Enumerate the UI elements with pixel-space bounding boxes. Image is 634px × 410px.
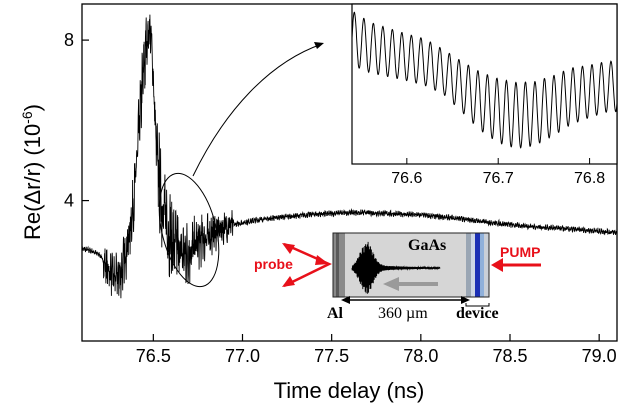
propagation-arrow-head <box>383 277 399 291</box>
al-label: Al <box>327 305 344 322</box>
x-tick-label: 77.0 <box>225 346 260 366</box>
zoom-arrow-head <box>314 42 324 49</box>
device-layer-2 <box>471 233 475 297</box>
pump-label: PUMP <box>500 244 540 260</box>
probe-arrow-top <box>282 243 295 254</box>
device-bracket <box>465 303 490 307</box>
y-axis-label: Re(Δr/r) (10-6) <box>19 104 45 240</box>
x-tick-label: 76.5 <box>136 346 171 366</box>
sample-outline <box>332 232 490 298</box>
main-plot-frame <box>81 3 618 342</box>
y-axis-exponent: -6 <box>19 111 35 124</box>
inset-x-tick-label: 76.6 <box>391 170 422 187</box>
inset-trace-group <box>351 11 618 149</box>
probe-label: probe <box>254 256 293 272</box>
device-layer-1 <box>466 233 471 297</box>
thickness-label: 360 µm <box>378 305 428 322</box>
inset-axes: 76.6 76.7 76.8 <box>391 158 605 187</box>
inset-x-tick-label: 76.7 <box>483 170 514 187</box>
device-layer-3 <box>475 233 480 297</box>
gaas-label: GaAs <box>408 237 446 254</box>
device-layer-4 <box>480 233 484 297</box>
inset-x-tick-label: 76.8 <box>574 170 605 187</box>
zoom-ellipse <box>158 172 220 288</box>
x-tick-label: 78.5 <box>492 346 527 366</box>
x-tick-label: 79.0 <box>582 346 617 366</box>
main-series-line <box>81 14 618 299</box>
zoom-arrow <box>192 43 323 177</box>
inset-frame <box>351 3 618 165</box>
x-tick-label: 77.5 <box>314 346 349 366</box>
device-layer-5 <box>484 233 489 297</box>
acoustic-wave-packet <box>351 241 441 294</box>
thickness-arrow-left <box>341 296 350 304</box>
wave-packet-line <box>351 241 441 294</box>
main-axes: 76.5 77.0 77.5 78.0 78.5 79.0 4 8 <box>64 30 617 366</box>
pump-arrow-head <box>491 258 503 272</box>
thickness-arrow-right <box>461 296 470 304</box>
x-tick-label: 78.0 <box>403 346 438 366</box>
main-trace-group <box>81 14 618 299</box>
y-tick-label: 4 <box>64 191 74 211</box>
sample-diagram: GaAs 360 µm Al device probe PUMP <box>254 232 541 322</box>
y-axis-close: ) <box>20 104 45 111</box>
device-label: device <box>456 305 499 322</box>
y-tick-label: 8 <box>64 30 74 50</box>
probe-arrow-out <box>282 276 295 287</box>
x-axis-label: Time delay (ns) <box>274 378 425 403</box>
al-layer-edge <box>336 233 339 297</box>
inset-series-line <box>351 11 618 149</box>
probe-arrow-in <box>315 255 329 265</box>
